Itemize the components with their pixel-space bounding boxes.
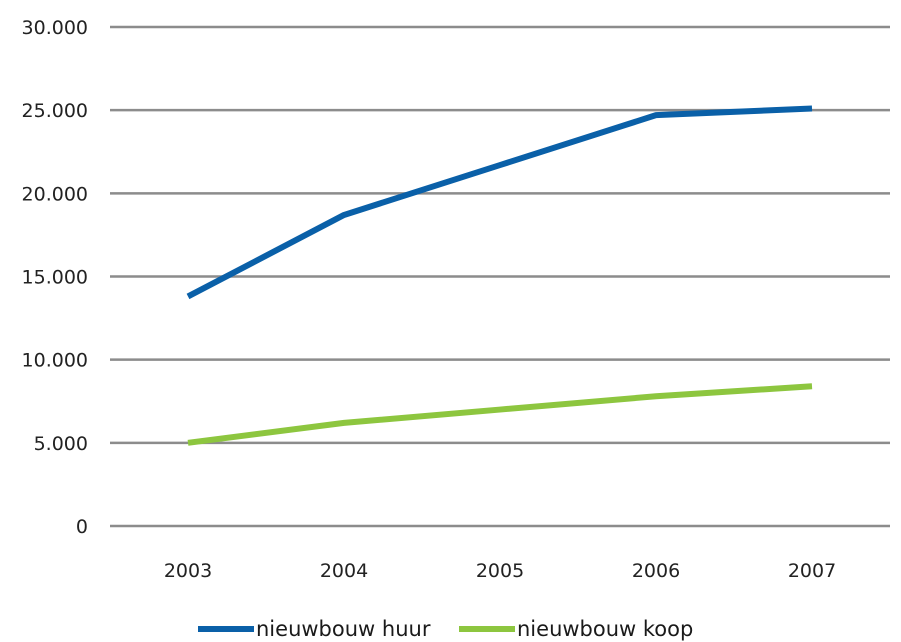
- series-lines: [186, 105, 813, 446]
- x-tick-label: 2003: [164, 560, 212, 582]
- x-tick-label: 2005: [476, 560, 524, 582]
- x-tick-label: 2007: [788, 560, 836, 582]
- y-tick-label: 20.000: [22, 183, 88, 205]
- y-tick-label: 5.000: [34, 433, 88, 455]
- x-tick-label: 2006: [632, 560, 680, 582]
- gridlines: [110, 25, 890, 528]
- legend-label-0: nieuwbouw huur: [256, 617, 431, 641]
- series-line-1: [187, 383, 813, 446]
- x-axis-tick-labels: 2003 2004 2005 2006 2007: [164, 560, 836, 582]
- y-axis-tick-labels: 0 5.000 10.000 15.000 20.000 25.000 30.000: [22, 17, 88, 538]
- y-tick-label: 0: [76, 516, 88, 538]
- legend: nieuwbouw huur nieuwbouw koop: [198, 617, 693, 641]
- y-tick-label: 15.000: [22, 267, 88, 289]
- x-tick-label: 2004: [320, 560, 368, 582]
- legend-label-1: nieuwbouw koop: [517, 617, 693, 641]
- y-tick-label: 25.000: [22, 100, 88, 122]
- series-line-0: [186, 105, 813, 300]
- y-tick-label: 30.000: [22, 17, 88, 39]
- y-tick-label: 10.000: [22, 350, 88, 372]
